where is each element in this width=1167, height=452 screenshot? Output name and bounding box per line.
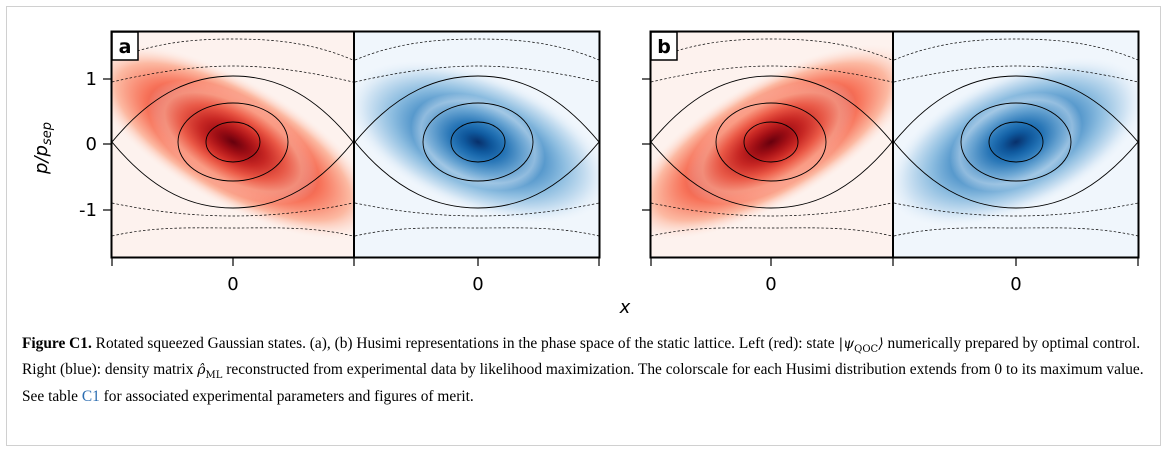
x-tick-label: 0 bbox=[765, 274, 776, 295]
y-axis-label: p/psep bbox=[31, 122, 55, 175]
caption-psi: |ψQOC⟩ bbox=[838, 336, 884, 355]
x-tick-label: 0 bbox=[227, 274, 238, 295]
caption-rho: ρ̂ML bbox=[197, 362, 223, 382]
panel-b-frame bbox=[649, 30, 1140, 259]
panel-label-b: b bbox=[650, 31, 678, 61]
caption-text: Rotated squeezed Gaussian states. (a), (… bbox=[91, 335, 839, 352]
panel-a-blue-husimi bbox=[355, 32, 599, 257]
figure-frame bbox=[6, 6, 1161, 446]
x-tick-label: 0 bbox=[1010, 274, 1021, 295]
caption-label: Figure C1. bbox=[22, 335, 92, 352]
figure-caption: Figure C1. Rotated squeezed Gaussian sta… bbox=[22, 334, 1147, 407]
x-axis-label: x bbox=[619, 297, 631, 318]
caption-text: reconstructed from experimental data by … bbox=[22, 361, 1144, 405]
x-axis-ticks bbox=[111, 257, 1139, 266]
y-tick-label: 1 bbox=[86, 69, 97, 90]
y-axis-a bbox=[103, 78, 111, 211]
panel-a-red-husimi bbox=[112, 32, 353, 257]
caption-text: for associated experimental parameters a… bbox=[99, 387, 474, 405]
y-tick-label: 0 bbox=[86, 134, 97, 155]
svg-text:b: b bbox=[657, 36, 671, 58]
caption-text: numerically prepared by optimal control.… bbox=[22, 335, 1141, 379]
y-tick-label: -1 bbox=[79, 200, 97, 221]
svg-text:a: a bbox=[119, 36, 132, 58]
panel-a-frame bbox=[110, 30, 601, 259]
panel-label-a: a bbox=[111, 31, 139, 61]
panel-b-blue-husimi bbox=[894, 32, 1138, 257]
panel-b-red-husimi bbox=[651, 32, 892, 257]
x-tick-label: 0 bbox=[472, 274, 483, 295]
table-link[interactable]: C1 bbox=[81, 387, 100, 405]
y-axis-b bbox=[642, 78, 650, 211]
husimi-figure: a b 1 0 -1 p/psep 0 0 0 0 bbox=[31, 30, 1140, 318]
